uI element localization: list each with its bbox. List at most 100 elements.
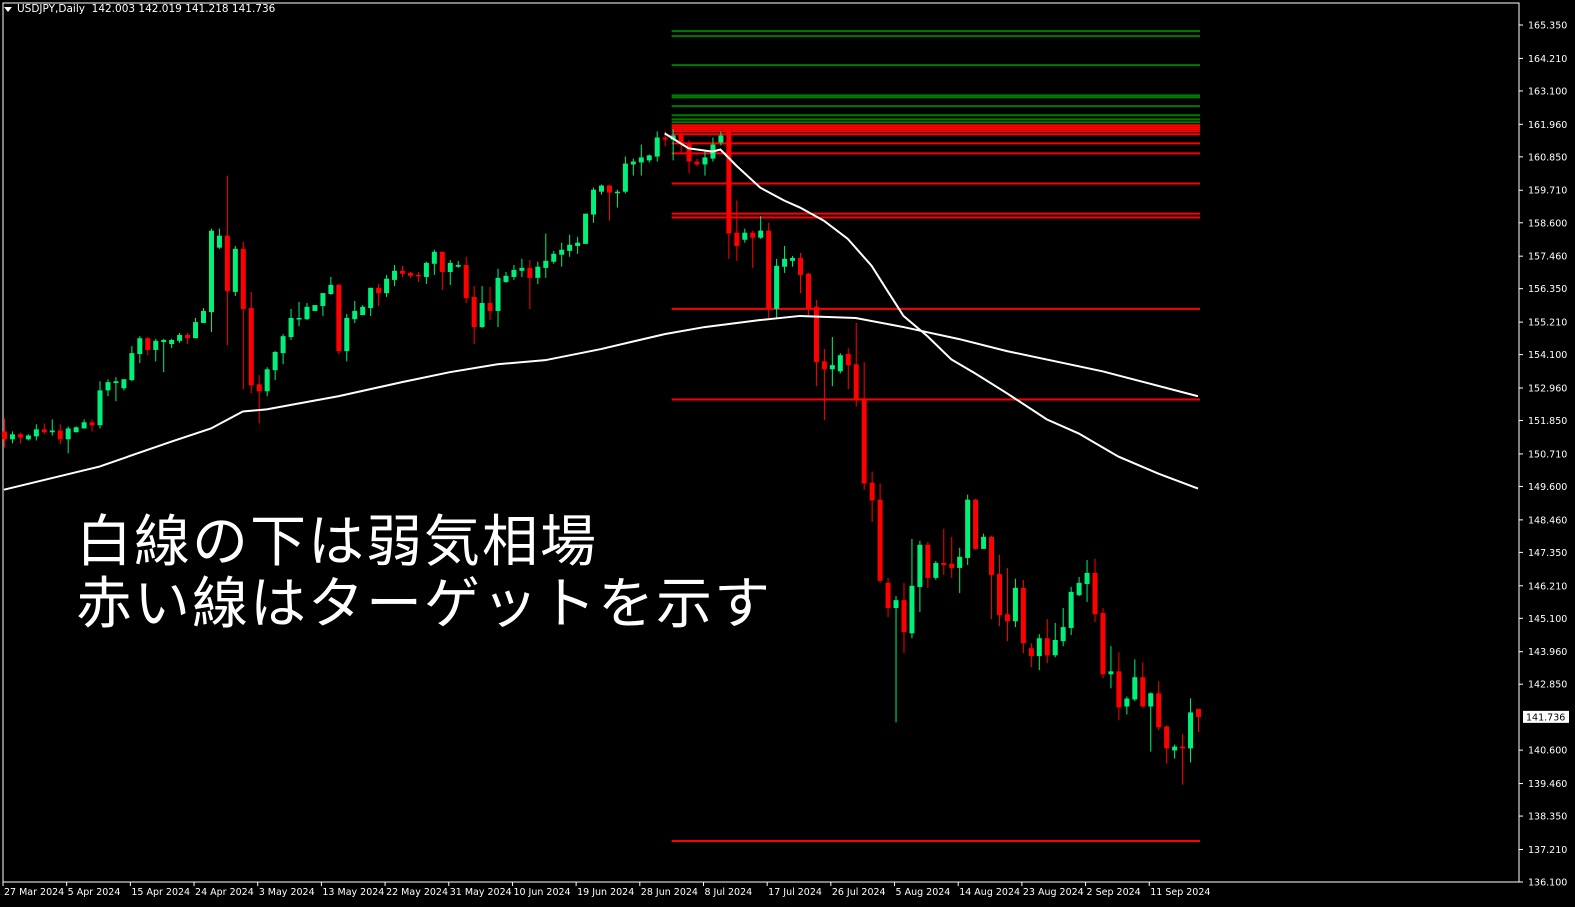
y-tick-label: 156.350	[1528, 284, 1567, 295]
y-tick-label: 160.850	[1528, 152, 1567, 163]
candle-bull	[447, 262, 453, 272]
candle-bull	[1124, 698, 1130, 707]
candle-bull	[216, 235, 222, 248]
candle-bull	[169, 339, 175, 345]
chart-header: USDJPY,Daily 142.003 142.019 141.218 141…	[4, 3, 275, 15]
candle-bear	[1180, 746, 1186, 749]
candle-bear	[145, 338, 151, 350]
ohlc-readout: 142.003 142.019 141.218 141.736	[91, 3, 276, 15]
candle-bull	[1148, 693, 1154, 707]
y-tick-label: 149.600	[1528, 482, 1567, 493]
candle-bear	[224, 235, 230, 292]
candle-bull	[591, 189, 597, 215]
y-tick-label: 146.210	[1528, 581, 1567, 592]
candle-bear	[798, 257, 803, 275]
y-tick-label: 139.460	[1528, 779, 1567, 790]
candle-bear	[57, 430, 63, 440]
candle-bull	[503, 275, 509, 282]
candle-bull	[622, 163, 628, 192]
candle-bull	[161, 339, 167, 343]
y-tick-label: 137.210	[1528, 845, 1567, 856]
candle-bull	[1076, 582, 1082, 596]
current-price-tag	[1523, 710, 1569, 723]
candle-bull	[479, 303, 485, 328]
candle-bull	[431, 251, 437, 264]
x-tick-label: 5 Aug 2024	[896, 887, 951, 898]
candle-bull	[296, 317, 302, 320]
candle-bull	[837, 355, 843, 372]
candle-bear	[901, 600, 907, 633]
candle-bear	[1004, 614, 1010, 622]
candle-bear	[487, 303, 493, 311]
candle-bull	[551, 253, 557, 262]
candle-bear	[1140, 677, 1146, 707]
candle-bear	[662, 137, 668, 140]
y-tick-label: 145.100	[1528, 614, 1567, 625]
candle-bull	[153, 340, 159, 350]
candle-bull	[208, 230, 214, 313]
candle-bull	[193, 322, 199, 339]
candle-bear	[885, 582, 891, 609]
candle-bull	[670, 135, 676, 140]
candle-bear	[415, 274, 421, 277]
candle-bull	[599, 185, 604, 192]
candle-bear	[527, 267, 533, 278]
candle-bull	[423, 262, 429, 277]
candle-bull	[614, 191, 620, 194]
candle-bear	[240, 248, 246, 309]
y-tick-label: 164.210	[1528, 54, 1567, 65]
candle-bear	[877, 499, 883, 581]
plot-frame	[2, 2, 1520, 883]
x-tick-label: 10 Jun 2024	[513, 887, 570, 898]
candle-bull	[312, 305, 318, 311]
y-tick-label: 151.850	[1528, 416, 1567, 427]
candle-bull	[654, 137, 660, 157]
candle-bear	[726, 132, 732, 234]
candle-bull	[893, 600, 899, 609]
candle-bull	[957, 556, 963, 568]
candle-bull	[782, 258, 788, 267]
x-tick-label: 13 May 2024	[322, 887, 384, 898]
x-tick-label: 19 Jun 2024	[577, 887, 634, 898]
x-tick-label: 2 Sep 2024	[1087, 887, 1141, 898]
candle-bull	[137, 338, 143, 355]
candle-bull	[344, 317, 350, 352]
candle-bull	[81, 422, 87, 429]
candle-bull	[758, 230, 764, 238]
candle-bull	[981, 536, 987, 549]
candle-bull	[495, 277, 501, 311]
candle-bull	[1084, 572, 1090, 585]
candle-bull	[384, 278, 390, 294]
candle-bear	[1044, 638, 1050, 656]
candle-bull	[630, 161, 636, 165]
dropdown-triangle-icon[interactable]	[4, 6, 12, 12]
candle-bull	[232, 248, 238, 292]
candle-bull	[113, 381, 119, 384]
candle-bear	[861, 398, 867, 484]
y-tick-label: 165.350	[1528, 21, 1567, 32]
candle-bear	[869, 482, 875, 501]
candle-bear	[997, 574, 1002, 616]
candle-bull	[1108, 671, 1114, 675]
candle-bear	[463, 264, 469, 299]
candle-bear	[1116, 671, 1122, 708]
x-tick-label: 11 Sep 2024	[1150, 887, 1210, 898]
candle-bear	[376, 287, 382, 294]
candle-bull	[917, 544, 923, 587]
x-tick-label: 22 May 2024	[386, 887, 448, 898]
candle-bear	[734, 232, 740, 246]
moving-average-fast	[664, 132, 1199, 490]
x-tick-label: 15 Apr 2024	[131, 887, 190, 898]
candle-bear	[1164, 726, 1170, 749]
candle-bear	[606, 185, 612, 193]
candle-bear	[1100, 613, 1106, 675]
y-tick-label: 142.850	[1528, 680, 1567, 691]
candle-bull	[1068, 591, 1074, 628]
y-tick-label: 161.960	[1528, 120, 1567, 131]
candle-bull	[543, 260, 549, 268]
candle-bear	[1020, 587, 1026, 644]
candle-bull	[25, 435, 31, 440]
candle-bull	[455, 264, 461, 267]
x-tick-label: 14 Aug 2024	[959, 887, 1020, 898]
